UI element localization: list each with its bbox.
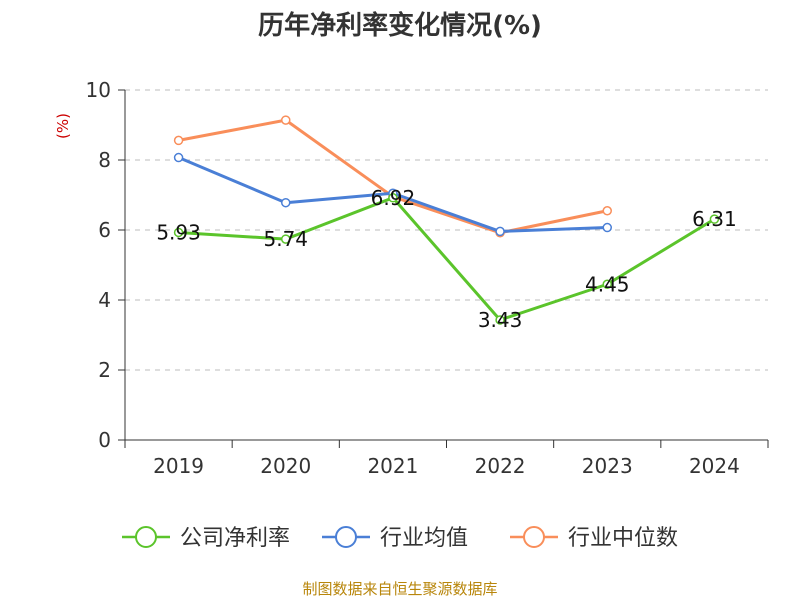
tick-labels: 0 2 4 6 8 10 2019 2020 2021 2022 2023 2024 <box>86 78 740 478</box>
data-point[interactable] <box>602 206 612 216</box>
series-group <box>173 115 720 325</box>
y-tick-label: 2 <box>98 358 111 382</box>
chart-title: 历年净利率变化情况(%) <box>258 10 542 41</box>
y-axis-unit-label: (%) <box>54 113 72 139</box>
data-label: 5.93 <box>156 220 201 244</box>
x-tick-label: 2019 <box>153 454 204 478</box>
data-point[interactable] <box>173 135 184 146</box>
legend-marker <box>135 526 157 548</box>
data-label: 6.31 <box>692 207 737 231</box>
x-tick-label: 2020 <box>260 454 311 478</box>
legend-label: 行业中位数 <box>568 526 678 551</box>
data-point[interactable] <box>173 227 184 238</box>
data-point[interactable] <box>709 214 720 224</box>
legend-item[interactable]: 行业均值 <box>322 526 468 551</box>
y-tick-label: 8 <box>98 148 111 172</box>
data-point[interactable] <box>495 315 505 325</box>
data-point[interactable] <box>173 152 184 163</box>
legend-marker <box>335 526 357 548</box>
legend-marker <box>523 526 545 548</box>
legend[interactable]: 公司净利率 行业均值 行业中位数 <box>122 526 678 551</box>
data-point[interactable] <box>602 279 612 289</box>
series-line <box>178 118 608 235</box>
data-point[interactable] <box>602 222 612 233</box>
y-tick-label: 6 <box>98 218 111 242</box>
y-tick-label: 4 <box>98 288 111 312</box>
y-tick-label: 10 <box>86 78 111 102</box>
x-tick-label: 2021 <box>367 454 418 478</box>
legend-label: 公司净利率 <box>180 526 290 551</box>
data-point[interactable] <box>388 193 398 203</box>
data-label: 4.45 <box>585 272 630 296</box>
data-label: 3.43 <box>478 308 523 332</box>
x-tick-label: 2024 <box>689 454 740 478</box>
data-source-note: 制图数据来自恒生聚源数据库 <box>302 580 497 598</box>
data-point[interactable] <box>281 234 291 244</box>
data-point[interactable] <box>281 115 291 125</box>
x-tick-label: 2022 <box>475 454 526 478</box>
axes <box>118 89 769 448</box>
legend-item[interactable]: 公司净利率 <box>122 526 290 551</box>
data-point[interactable] <box>281 197 291 208</box>
data-labels: 5.93 5.74 6.92 3.43 4.45 6.31 <box>156 186 736 332</box>
legend-item[interactable]: 行业中位数 <box>510 526 678 551</box>
series-line <box>178 196 716 322</box>
data-label: 5.74 <box>263 227 308 251</box>
grid-lines <box>125 89 768 371</box>
x-tick-label: 2023 <box>582 454 633 478</box>
data-point[interactable] <box>495 226 505 237</box>
legend-label: 行业均值 <box>380 526 468 551</box>
y-tick-label: 0 <box>98 428 111 452</box>
data-label: 6.92 <box>371 186 416 210</box>
